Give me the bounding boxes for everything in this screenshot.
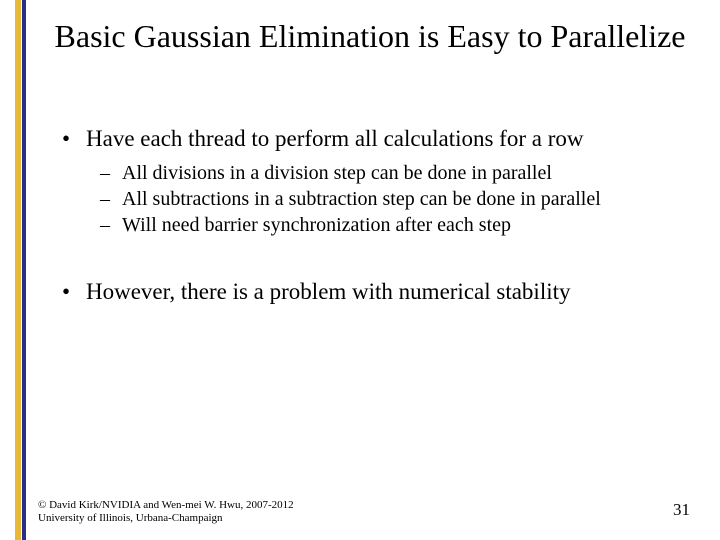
bullet-dot-icon: •	[58, 278, 86, 307]
bullet-level2: – All subtractions in a subtraction step…	[100, 186, 698, 212]
page-number: 31	[673, 500, 690, 520]
spacer	[58, 238, 698, 278]
bullet-text: Have each thread to perform all calculat…	[86, 125, 698, 154]
slide: Basic Gaussian Elimination is Easy to Pa…	[0, 0, 720, 540]
accent-bar-blue	[22, 0, 26, 540]
bullet-dash-icon: –	[100, 186, 122, 212]
slide-title: Basic Gaussian Elimination is Easy to Pa…	[40, 18, 700, 55]
bullet-level2: – Will need barrier synchronization afte…	[100, 212, 698, 238]
bullet-level1: • However, there is a problem with numer…	[58, 278, 698, 307]
bullet-text: All subtractions in a subtraction step c…	[122, 186, 698, 212]
footer-copyright: © David Kirk/NVIDIA and Wen-mei W. Hwu, …	[38, 499, 294, 527]
bullet-text: However, there is a problem with numeric…	[86, 278, 698, 307]
bullet-level1: • Have each thread to perform all calcul…	[58, 125, 698, 154]
bullet-text: Will need barrier synchronization after …	[122, 212, 698, 238]
footer-line: © David Kirk/NVIDIA and Wen-mei W. Hwu, …	[38, 499, 294, 513]
slide-content: • Have each thread to perform all calcul…	[58, 125, 698, 313]
bullet-dot-icon: •	[58, 125, 86, 154]
bullet-text: All divisions in a division step can be …	[122, 160, 698, 186]
footer-line: University of Illinois, Urbana-Champaign	[38, 512, 294, 526]
accent-bar-gold	[15, 0, 21, 540]
bullet-dash-icon: –	[100, 160, 122, 186]
bullet-level2: – All divisions in a division step can b…	[100, 160, 698, 186]
bullet-dash-icon: –	[100, 212, 122, 238]
